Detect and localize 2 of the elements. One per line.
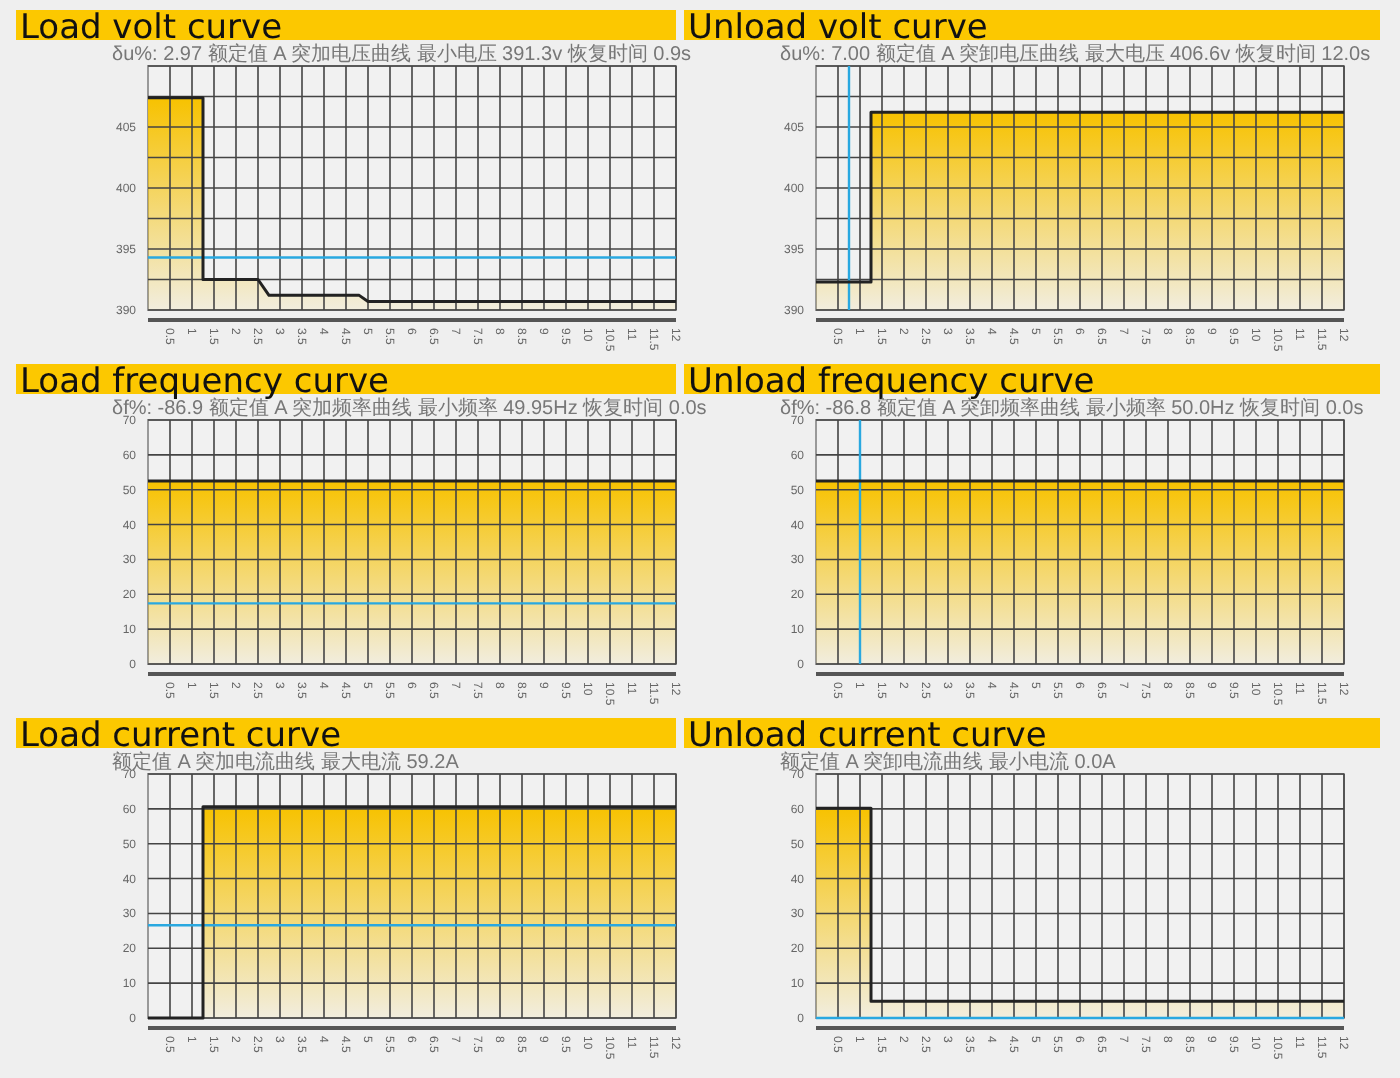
chart-subtitle: δu%: 2.97 额定值 A 突加电压曲线 最小电压 391.3v 恢复时间 0.9s — [112, 42, 692, 66]
chart-subtitle: δu%: 7.00 额定值 A 突卸电压曲线 最大电压 406.6v 恢复时间 12.0s — [780, 42, 1371, 66]
